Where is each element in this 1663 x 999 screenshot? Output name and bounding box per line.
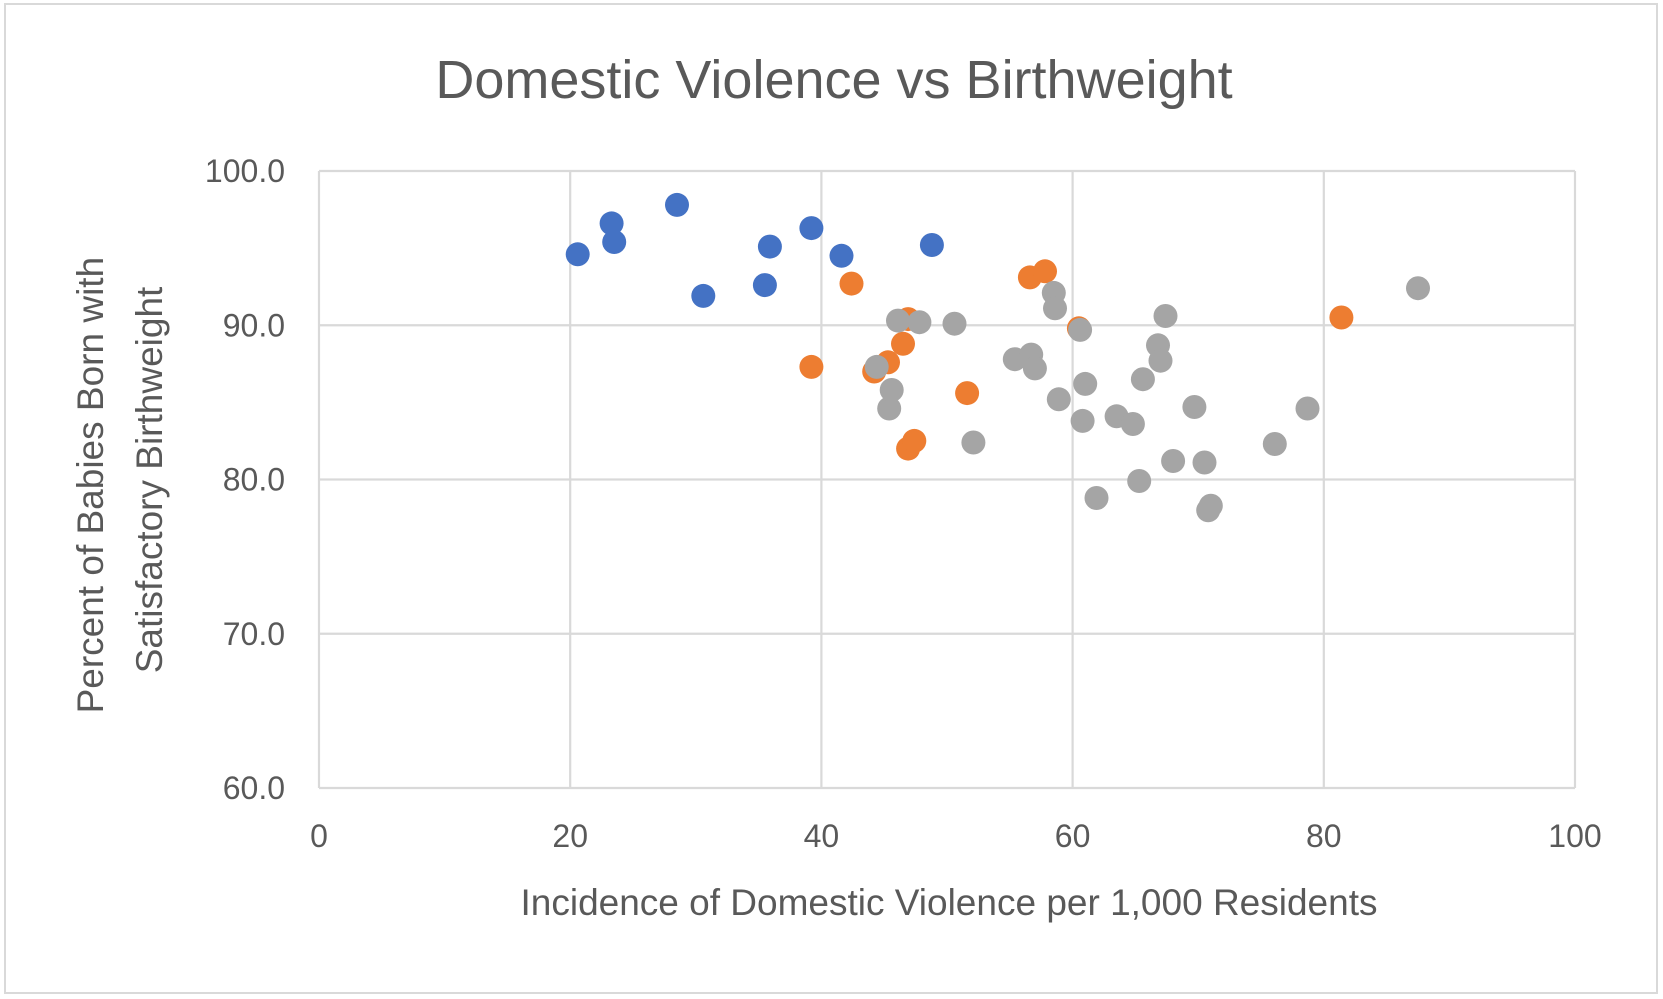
data-point-series-3 <box>1073 371 1098 396</box>
data-point-series-3 <box>1295 396 1320 421</box>
chart-frame: Domestic Violence vs Birthweight 0 20 40 60… <box>4 3 1658 994</box>
data-point-series-3 <box>886 308 910 333</box>
x-tick-label: 60 <box>1055 818 1091 854</box>
data-point-series-3 <box>1070 408 1095 433</box>
data-point-series-3 <box>1130 367 1155 392</box>
data-point-series-3 <box>1262 432 1287 456</box>
data-point-series-1 <box>691 283 716 308</box>
data-point-series-3 <box>1153 304 1178 328</box>
data-point-series-2 <box>891 331 915 356</box>
y-tick-label: 70.0 <box>223 616 285 652</box>
data-point-series-3 <box>1068 317 1093 342</box>
data-point-series-3 <box>1127 469 1152 493</box>
x-axis-ticks: 0 20 40 60 80 100 <box>310 818 1602 854</box>
plot-area <box>317 169 1577 790</box>
data-point-series-1 <box>752 273 777 298</box>
data-point-series-2 <box>955 381 980 406</box>
y-axis-title-line-1: Percent of Babies Born with <box>70 257 111 714</box>
data-point-series-2 <box>902 428 927 453</box>
x-tick-label: 0 <box>310 818 328 854</box>
data-point-series-3 <box>877 396 902 421</box>
y-tick-label: 80.0 <box>223 462 285 498</box>
y-axis-title-line-2: Satisfactory Birthweight <box>129 286 170 673</box>
data-point-series-1 <box>757 234 782 259</box>
data-point-series-1 <box>602 230 627 254</box>
data-point-series-3 <box>907 310 932 335</box>
y-tick-label: 90.0 <box>223 307 285 343</box>
data-point-series-1 <box>565 242 590 267</box>
y-tick-label: 100.0 <box>205 153 285 189</box>
data-point-series-3 <box>1120 412 1145 436</box>
x-tick-label: 40 <box>804 818 840 854</box>
data-point-series-2 <box>799 354 824 379</box>
data-point-series-3 <box>1084 486 1109 510</box>
data-point-series-2 <box>839 271 864 296</box>
data-point-series-3 <box>864 354 889 379</box>
data-point-series-3 <box>1198 493 1223 518</box>
data-point-series-3 <box>1182 395 1207 419</box>
x-tick-label: 20 <box>552 818 588 854</box>
data-point-series-1 <box>799 216 824 241</box>
y-tick-label: 60.0 <box>223 770 285 806</box>
data-point-series-3 <box>879 378 904 402</box>
x-tick-label: 80 <box>1306 818 1342 854</box>
data-point-series-3 <box>1406 276 1430 301</box>
data-point-series-2 <box>1329 305 1354 330</box>
data-point-series-3 <box>1022 356 1047 381</box>
data-point-series-3 <box>1192 450 1217 475</box>
x-axis-title: Incidence of Domestic Violence per 1,000… <box>521 882 1378 923</box>
data-point-series-3 <box>1043 296 1067 321</box>
data-point-series-1 <box>665 192 689 217</box>
data-point-series-2 <box>1033 259 1057 284</box>
data-point-series-3 <box>942 311 967 336</box>
data-point-series-3 <box>1046 387 1071 412</box>
data-point-series-1 <box>599 211 624 236</box>
scatter-chart: Domestic Violence vs Birthweight 0 20 40 60… <box>70 50 1602 923</box>
data-point-series-1 <box>919 233 944 257</box>
y-axis-title: Percent of Babies Born with Satisfactory… <box>70 247 170 714</box>
chart-title: Domestic Violence vs Birthweight <box>435 50 1232 110</box>
data-points <box>565 192 1430 523</box>
data-point-series-1 <box>829 243 854 268</box>
data-point-series-3 <box>1161 449 1186 473</box>
data-point-series-3 <box>1148 348 1173 373</box>
x-tick-label: 100 <box>1548 818 1601 854</box>
y-axis-ticks: 60.0 70.0 80.0 90.0 100.0 <box>205 153 285 806</box>
data-point-series-3 <box>961 430 986 455</box>
